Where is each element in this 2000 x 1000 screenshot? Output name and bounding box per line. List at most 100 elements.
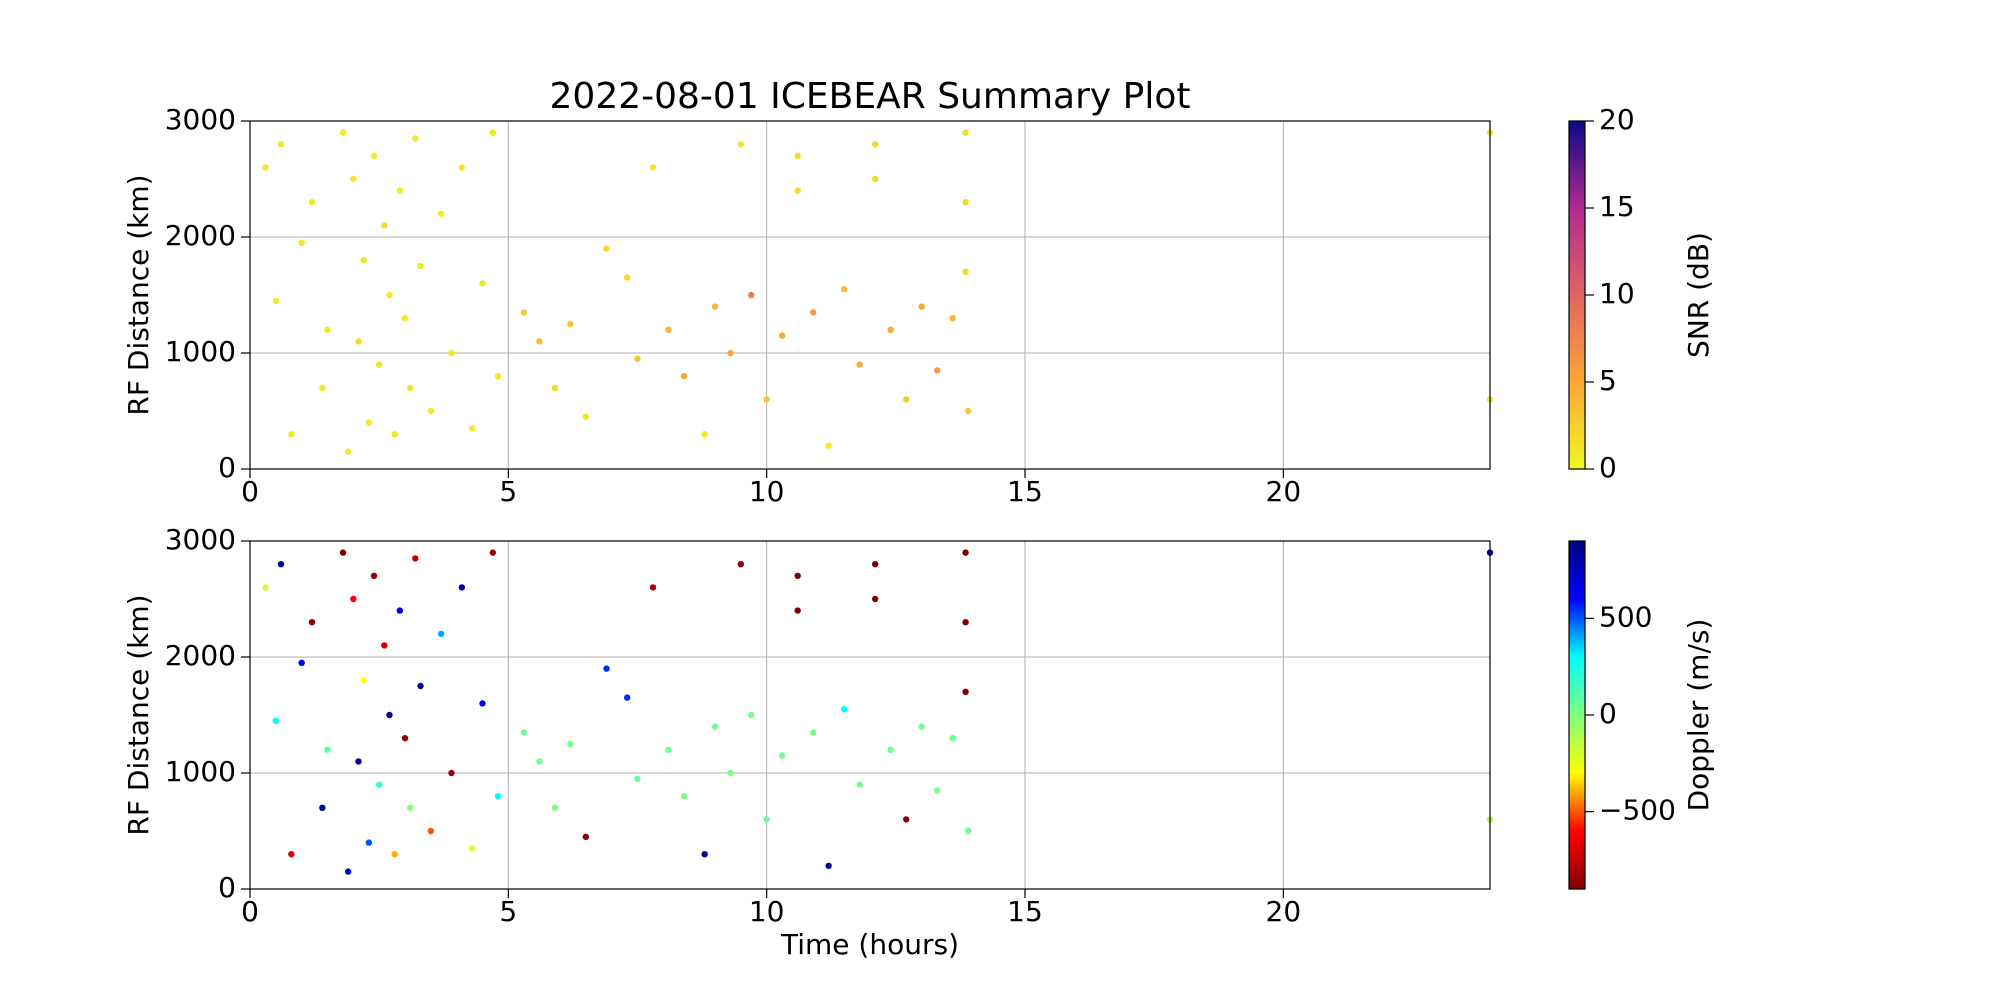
detection-point [298, 659, 305, 666]
colorbar-label: SNR (dB) [1682, 232, 1715, 358]
detection-point [665, 326, 672, 333]
detection-point [809, 309, 817, 316]
colorbar-tick-label: 15 [1599, 190, 1635, 223]
detection-point [962, 268, 969, 275]
detection-point [763, 396, 770, 403]
detection-point [344, 448, 352, 455]
detection-point [375, 361, 383, 368]
detection-point [747, 291, 755, 299]
detection-point [964, 407, 972, 415]
x-tick-label: 15 [1007, 895, 1043, 928]
detection-point [375, 781, 383, 788]
y-tick-label: 3000 [165, 103, 236, 136]
detection-point [324, 746, 331, 753]
detection-point [603, 245, 610, 252]
detection-point [272, 297, 280, 304]
detection-point [319, 384, 326, 391]
detection-point [778, 332, 786, 339]
detection-point [623, 274, 631, 281]
detection-point [794, 152, 801, 159]
detection-point [468, 425, 476, 432]
detection-point [386, 291, 393, 299]
detection-point [962, 549, 969, 556]
detection-point [370, 152, 378, 159]
detection-point [458, 164, 466, 171]
detection-point [933, 367, 941, 374]
x-tick-label: 0 [241, 475, 259, 508]
detection-point [494, 373, 502, 380]
detection-point [634, 775, 641, 782]
detection-point [649, 164, 657, 171]
colorbar [1568, 540, 1586, 890]
y-tick-label: 2000 [165, 639, 236, 672]
detection-point [763, 816, 770, 823]
detection-point [448, 769, 455, 777]
colorbar [1568, 120, 1586, 470]
axes-frame [249, 120, 1491, 470]
detection-point [536, 758, 543, 765]
detection-point [262, 584, 269, 591]
detection-point [396, 187, 404, 194]
detection-point [634, 355, 641, 362]
detection-point [448, 349, 455, 357]
detection-point [401, 735, 409, 742]
chart-title: 2022-08-01 ICEBEAR Summary Plot [550, 76, 1191, 117]
detection-point [711, 303, 719, 310]
detection-point [355, 758, 362, 765]
detection-point [871, 595, 879, 603]
y-axis-label: RF Distance (km) [122, 174, 155, 415]
detection-point [520, 309, 528, 316]
detection-point [277, 561, 285, 568]
detection-point [412, 555, 419, 562]
detection-point [794, 572, 801, 579]
detection-point [665, 746, 672, 753]
detection-point [551, 384, 559, 391]
detection-point [272, 717, 280, 724]
detection-point [962, 688, 969, 695]
colorbar-tick-label: 500 [1599, 600, 1652, 633]
detection-point [360, 677, 367, 684]
detection-point [324, 326, 331, 333]
detection-point [727, 349, 734, 357]
colorbar-label: Doppler (m/s) [1682, 619, 1715, 812]
detection-point [417, 262, 424, 270]
colorbar-tick-label: −500 [1599, 794, 1676, 827]
detection-point [365, 839, 373, 846]
detection-point [737, 561, 745, 568]
detection-point [386, 711, 393, 719]
detection-point [381, 642, 388, 649]
detection-point [701, 851, 708, 858]
detection-point [489, 129, 497, 136]
detection-point [479, 280, 486, 287]
detection-point [427, 827, 435, 835]
detection-point [918, 723, 925, 730]
y-tick-label: 1000 [165, 755, 236, 788]
detection-point [308, 199, 316, 206]
colorbar-tick-label: 0 [1599, 451, 1617, 484]
detection-point [871, 561, 879, 568]
detection-point [962, 199, 969, 206]
detection-point [355, 338, 362, 345]
colorbar-tick-label: 20 [1599, 103, 1635, 136]
detection-point [536, 338, 543, 345]
detection-point [680, 793, 688, 800]
detection-point [778, 752, 786, 759]
detection-point [825, 442, 832, 449]
detection-point [339, 549, 347, 556]
detection-point [856, 781, 863, 788]
axes-frame [249, 540, 1491, 890]
detection-point [277, 141, 285, 148]
detection-point [649, 584, 657, 591]
detection-point [902, 816, 910, 823]
detection-point [918, 303, 925, 310]
detection-point [727, 769, 734, 777]
x-tick-label: 20 [1266, 895, 1302, 928]
detection-point [887, 746, 894, 753]
detection-point [406, 384, 414, 391]
detection-point [458, 584, 466, 591]
detection-point [794, 187, 801, 194]
detection-point [437, 210, 445, 217]
detection-point [437, 630, 445, 637]
detection-point [412, 135, 419, 142]
